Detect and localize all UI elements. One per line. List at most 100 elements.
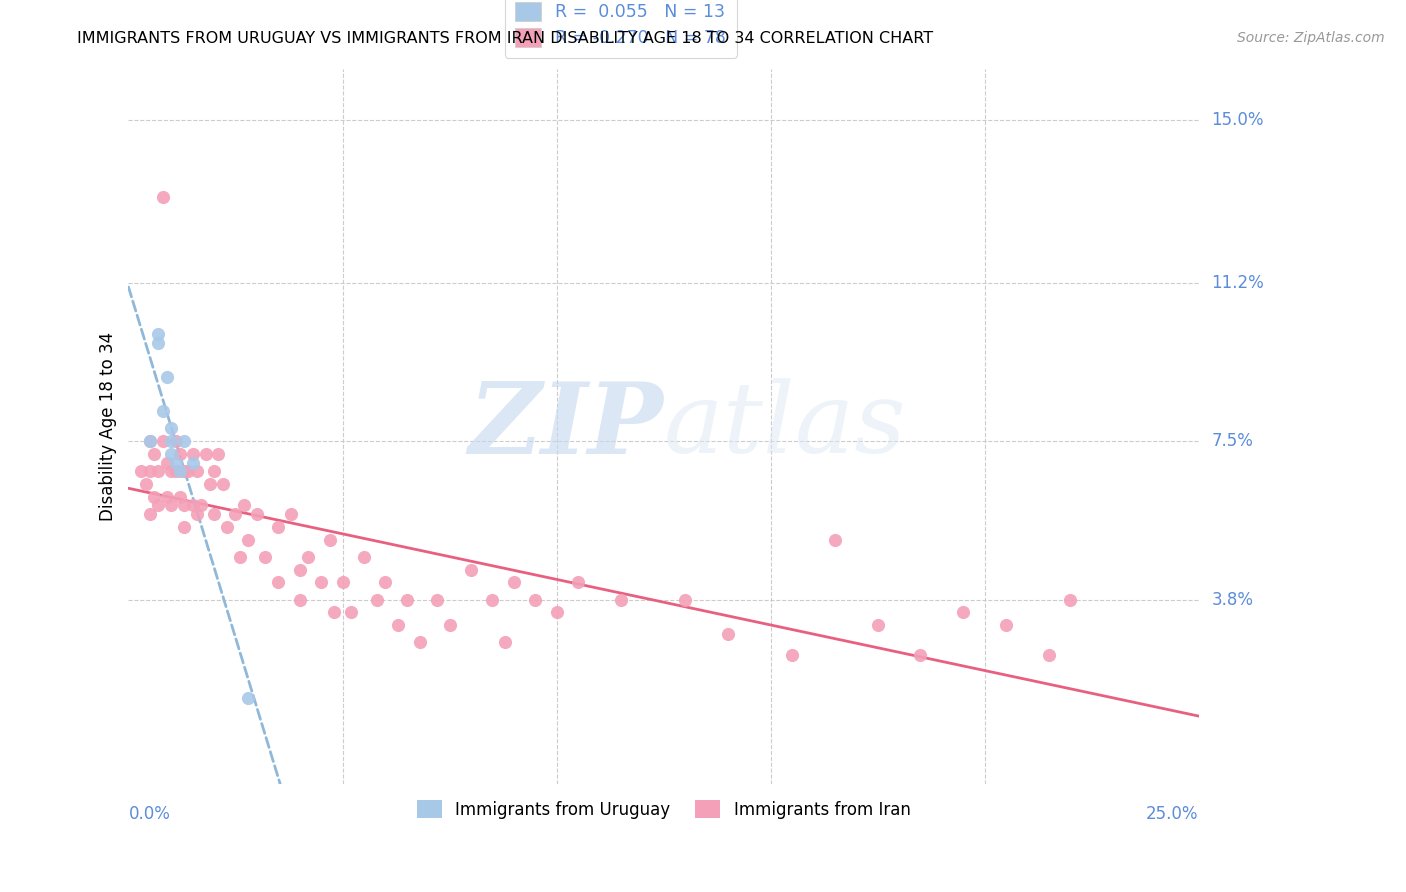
Point <box>156 490 179 504</box>
Point <box>824 533 846 547</box>
Point <box>1038 648 1060 663</box>
Point <box>139 507 162 521</box>
Point <box>288 563 311 577</box>
Point <box>267 520 290 534</box>
Point <box>148 499 170 513</box>
Text: 0.0%: 0.0% <box>128 805 170 823</box>
Text: 25.0%: 25.0% <box>1146 805 1199 823</box>
Point <box>173 434 195 449</box>
Point <box>169 447 191 461</box>
Point <box>366 592 388 607</box>
Point <box>439 618 461 632</box>
Point <box>673 592 696 607</box>
Point <box>395 592 418 607</box>
Point <box>173 464 195 478</box>
Point <box>408 635 430 649</box>
Point <box>186 464 208 478</box>
Text: 7.5%: 7.5% <box>1212 432 1253 450</box>
Y-axis label: Disability Age 18 to 34: Disability Age 18 to 34 <box>100 332 117 521</box>
Point <box>156 456 179 470</box>
Point <box>460 563 482 577</box>
Text: 11.2%: 11.2% <box>1212 274 1264 292</box>
Point <box>169 464 191 478</box>
Point <box>318 533 340 547</box>
Point <box>952 606 974 620</box>
Point <box>131 464 153 478</box>
Point <box>143 490 166 504</box>
Point <box>135 477 157 491</box>
Point <box>353 549 375 564</box>
Point <box>165 464 187 478</box>
Point <box>481 592 503 607</box>
Point <box>254 549 277 564</box>
Point <box>148 326 170 341</box>
Text: IMMIGRANTS FROM URUGUAY VS IMMIGRANTS FROM IRAN DISABILITY AGE 18 TO 34 CORRELAT: IMMIGRANTS FROM URUGUAY VS IMMIGRANTS FR… <box>77 31 934 46</box>
Point <box>169 490 191 504</box>
Legend: Immigrants from Uruguay, Immigrants from Iran: Immigrants from Uruguay, Immigrants from… <box>411 794 917 825</box>
Point <box>609 592 631 607</box>
Point <box>181 456 204 470</box>
Point <box>387 618 409 632</box>
Point <box>152 434 174 449</box>
Point <box>177 464 200 478</box>
Point <box>139 434 162 449</box>
Point <box>233 499 256 513</box>
Point <box>202 464 225 478</box>
Point <box>198 477 221 491</box>
Point <box>246 507 269 521</box>
Point <box>173 499 195 513</box>
Point <box>297 549 319 564</box>
Point <box>160 447 183 461</box>
Point <box>181 447 204 461</box>
Text: atlas: atlas <box>664 378 907 474</box>
Point <box>309 575 332 590</box>
Point <box>148 464 170 478</box>
Point <box>148 335 170 350</box>
Text: Source: ZipAtlas.com: Source: ZipAtlas.com <box>1237 31 1385 45</box>
Point <box>160 434 183 449</box>
Point <box>238 691 260 706</box>
Point <box>323 606 346 620</box>
Point <box>143 447 166 461</box>
Point <box>426 592 449 607</box>
Point <box>152 404 174 418</box>
Point <box>207 447 229 461</box>
Point <box>374 575 396 590</box>
Point <box>910 648 932 663</box>
Point <box>202 507 225 521</box>
Point <box>160 499 183 513</box>
Point <box>524 592 547 607</box>
Point <box>288 592 311 607</box>
Point <box>139 464 162 478</box>
Point <box>332 575 354 590</box>
Text: ZIP: ZIP <box>468 378 664 475</box>
Point <box>780 648 803 663</box>
Point <box>156 370 179 384</box>
Point <box>280 507 302 521</box>
Point <box>215 520 238 534</box>
Point <box>194 447 217 461</box>
Point <box>494 635 516 649</box>
Point <box>173 520 195 534</box>
Point <box>502 575 524 590</box>
Point <box>717 627 740 641</box>
Point <box>181 499 204 513</box>
Point <box>567 575 589 590</box>
Point <box>152 190 174 204</box>
Point <box>995 618 1018 632</box>
Point <box>866 618 889 632</box>
Point <box>190 499 212 513</box>
Point <box>186 507 208 521</box>
Point <box>340 606 363 620</box>
Point <box>160 464 183 478</box>
Text: 15.0%: 15.0% <box>1212 111 1264 129</box>
Text: 3.8%: 3.8% <box>1212 591 1254 608</box>
Point <box>238 533 260 547</box>
Point <box>160 421 183 435</box>
Point <box>139 434 162 449</box>
Point <box>165 456 187 470</box>
Point <box>1059 592 1081 607</box>
Point <box>211 477 233 491</box>
Point <box>267 575 290 590</box>
Point <box>224 507 246 521</box>
